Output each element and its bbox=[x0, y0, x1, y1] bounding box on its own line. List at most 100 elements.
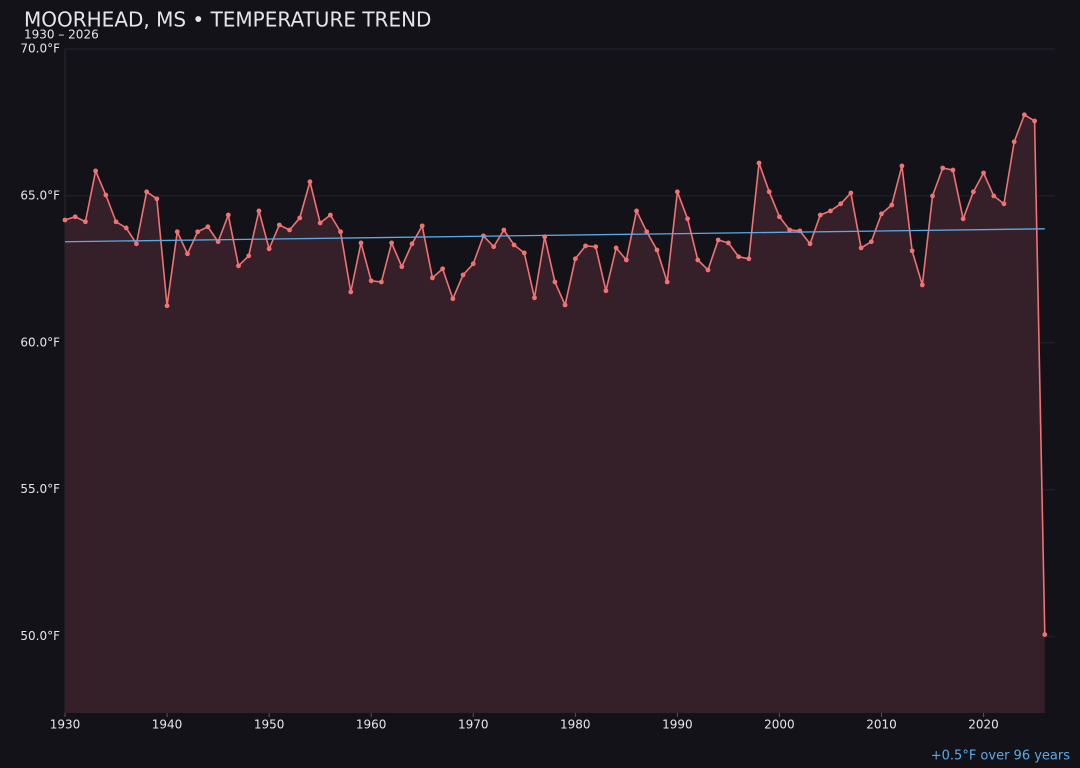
x-tick-label: 1950 bbox=[254, 718, 285, 732]
point bbox=[327, 212, 333, 218]
point bbox=[593, 244, 599, 250]
point bbox=[726, 240, 731, 246]
x-tick-label: 2010 bbox=[866, 718, 897, 732]
area bbox=[65, 114, 1045, 714]
x-tick-label: 1980 bbox=[560, 718, 591, 732]
point bbox=[389, 240, 394, 246]
point bbox=[552, 279, 558, 285]
point bbox=[246, 253, 252, 259]
point bbox=[276, 222, 282, 228]
point bbox=[838, 201, 844, 207]
point bbox=[113, 219, 119, 225]
point bbox=[654, 247, 660, 253]
y-tick-label: 60.0°F bbox=[20, 335, 60, 349]
point bbox=[532, 295, 537, 301]
point bbox=[879, 211, 884, 217]
point bbox=[919, 282, 925, 288]
point bbox=[746, 256, 752, 262]
point bbox=[572, 256, 578, 262]
point bbox=[848, 190, 854, 196]
point bbox=[215, 239, 221, 245]
point bbox=[409, 241, 415, 247]
x-tick-label: 1960 bbox=[356, 718, 387, 732]
point bbox=[134, 241, 139, 247]
point bbox=[1042, 632, 1048, 637]
point bbox=[317, 220, 323, 226]
point bbox=[623, 257, 629, 263]
point bbox=[103, 192, 109, 198]
point bbox=[695, 257, 701, 263]
point bbox=[419, 223, 425, 229]
point bbox=[766, 189, 772, 195]
point bbox=[287, 227, 292, 233]
point bbox=[1021, 112, 1027, 118]
point bbox=[144, 189, 150, 195]
point bbox=[205, 224, 211, 230]
point bbox=[981, 170, 986, 176]
x-tick-label: 1930 bbox=[50, 718, 81, 732]
point bbox=[930, 193, 935, 199]
point bbox=[634, 208, 639, 214]
point bbox=[236, 263, 241, 269]
point bbox=[358, 240, 364, 246]
trend-annotation: +0.5°F over 96 years bbox=[931, 749, 1070, 764]
point bbox=[858, 245, 864, 251]
point bbox=[368, 278, 374, 284]
point bbox=[185, 251, 190, 257]
point bbox=[787, 227, 793, 233]
point bbox=[154, 196, 160, 202]
point bbox=[440, 266, 446, 272]
point bbox=[613, 245, 619, 251]
point bbox=[378, 279, 384, 285]
point bbox=[1011, 139, 1017, 145]
point bbox=[450, 296, 456, 302]
point bbox=[868, 239, 874, 245]
point bbox=[491, 244, 497, 250]
point bbox=[460, 272, 466, 278]
x-tick-label: 1990 bbox=[662, 718, 693, 732]
point bbox=[950, 167, 956, 173]
point bbox=[72, 214, 78, 220]
point bbox=[807, 241, 813, 247]
point bbox=[909, 248, 915, 254]
y-tick-label: 50.0°F bbox=[20, 629, 60, 643]
y-tick-label: 70.0°F bbox=[20, 42, 60, 56]
point bbox=[736, 254, 742, 260]
point bbox=[644, 229, 650, 235]
point bbox=[960, 216, 966, 222]
x-tick-label: 2000 bbox=[764, 718, 795, 732]
point bbox=[1032, 118, 1037, 124]
point bbox=[940, 165, 946, 171]
point bbox=[348, 289, 354, 295]
point bbox=[256, 208, 262, 214]
point bbox=[889, 202, 895, 208]
point bbox=[583, 243, 588, 249]
point bbox=[225, 212, 231, 218]
point bbox=[174, 229, 180, 235]
point bbox=[756, 160, 762, 166]
point bbox=[266, 246, 272, 252]
x-tick-label: 1970 bbox=[458, 718, 489, 732]
point bbox=[705, 267, 711, 273]
point bbox=[970, 189, 976, 195]
point bbox=[399, 264, 405, 270]
point bbox=[297, 215, 303, 221]
point bbox=[1001, 201, 1007, 207]
point bbox=[664, 279, 670, 285]
chart-subtitle: 1930 – 2026 bbox=[24, 28, 99, 42]
point bbox=[521, 250, 527, 256]
y-tick-label: 65.0°F bbox=[20, 188, 60, 202]
point bbox=[777, 214, 782, 220]
point bbox=[715, 237, 721, 243]
x-tick-label: 2020 bbox=[968, 718, 999, 732]
point bbox=[991, 193, 997, 199]
point bbox=[307, 179, 313, 185]
point bbox=[685, 216, 690, 222]
point bbox=[501, 227, 507, 233]
point bbox=[83, 219, 88, 225]
point bbox=[195, 229, 201, 235]
point bbox=[93, 168, 99, 174]
y-tick-label: 55.0°F bbox=[20, 482, 60, 496]
point bbox=[164, 303, 170, 309]
